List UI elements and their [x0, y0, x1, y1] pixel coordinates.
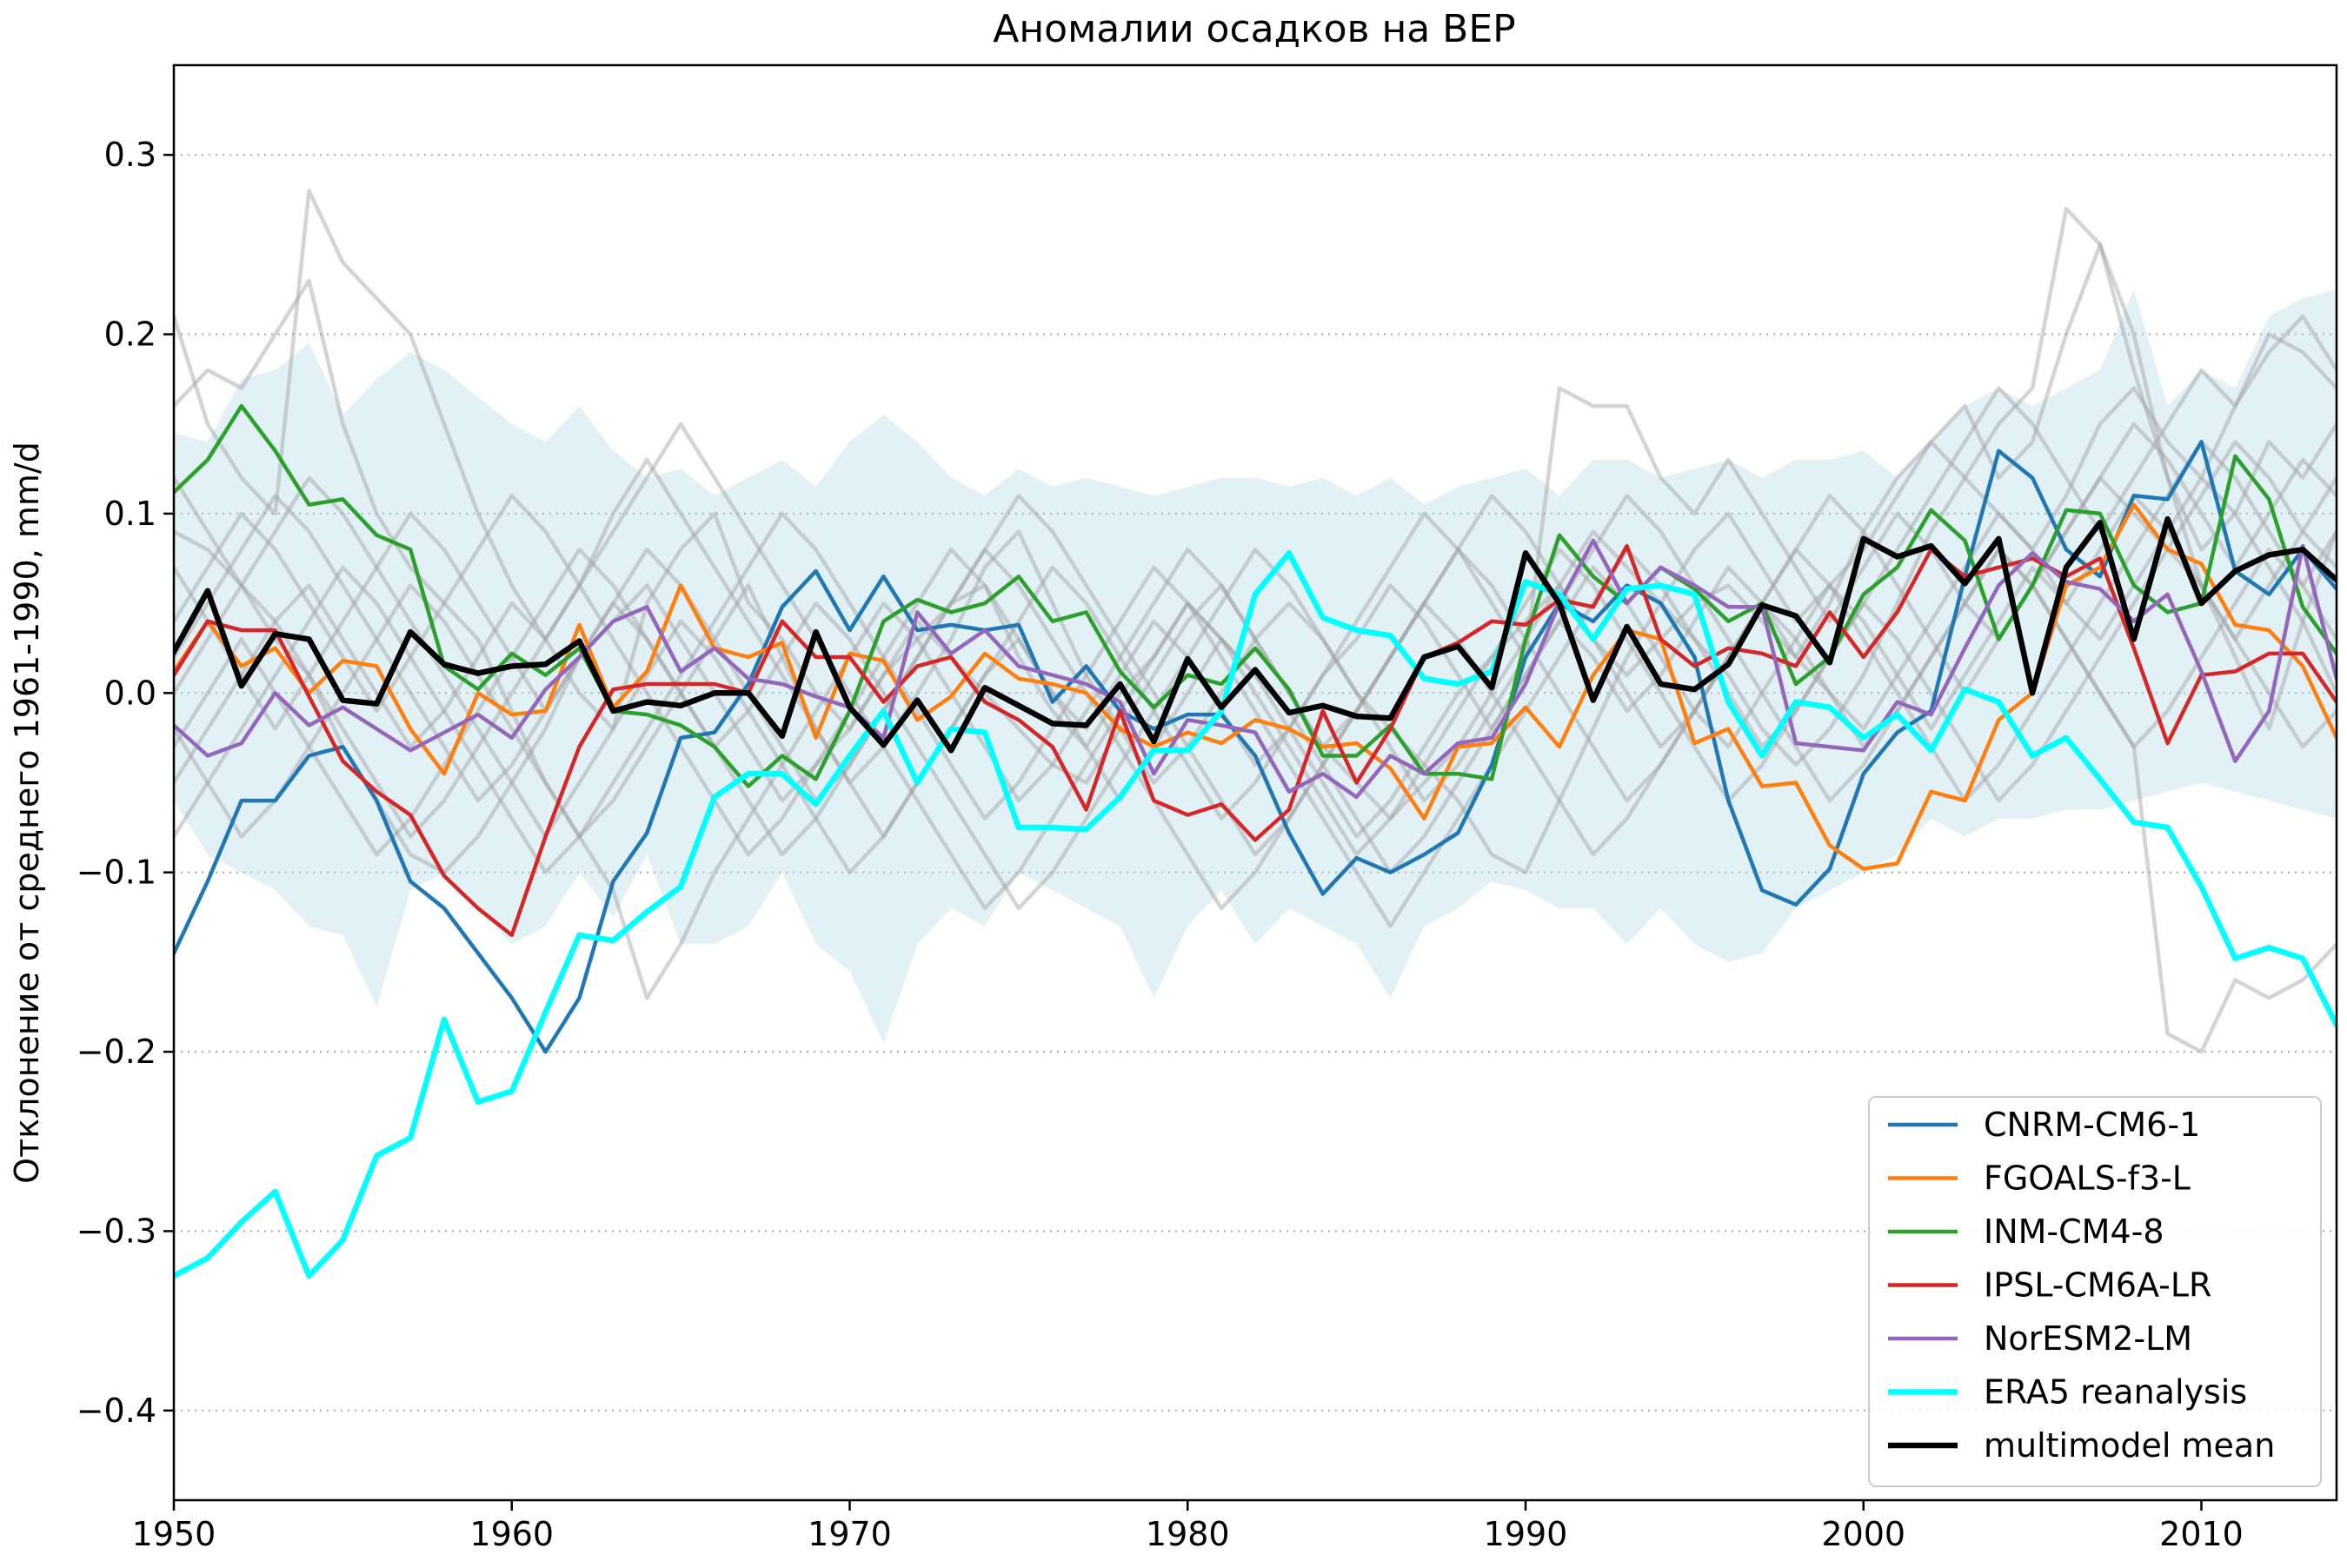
- series-line: [174, 538, 2337, 800]
- series-line: [174, 515, 2337, 754]
- x-tick-label: 1970: [808, 1515, 892, 1553]
- y-tick-label: −0.3: [76, 1212, 156, 1250]
- spread-band: [174, 289, 2337, 1043]
- ensemble-member-line: [174, 511, 2337, 928]
- legend: CNRM-CM6-1 FGOALS-f3-L INM-CM4-8 IPSL-CM6A-…: [1868, 1096, 2322, 1487]
- x-tick-label: 1990: [1484, 1515, 1568, 1553]
- x-tick-label: 2000: [1821, 1515, 1905, 1553]
- y-axis-label: Отклонение от среднего 1961-1990, mm/d: [8, 442, 46, 1184]
- legend-label: CNRM-CM6-1: [1984, 1106, 2200, 1144]
- plot-frame: [172, 63, 2338, 1502]
- ensemble-member-line: [174, 332, 2337, 911]
- legend-label: ERA5 reanalysis: [1984, 1373, 2247, 1412]
- series-line: [174, 550, 2337, 1279]
- legend-label: multimodel mean: [1984, 1426, 2275, 1465]
- legend-label: INM-CM4-8: [1984, 1213, 2164, 1251]
- ensemble-member-line: [174, 386, 2337, 874]
- x-tick-label: 2010: [2159, 1515, 2244, 1553]
- y-tick-label: −0.4: [76, 1392, 156, 1430]
- legend-label: FGOALS-f3-L: [1984, 1159, 2191, 1198]
- ensemble-member-line: [174, 494, 2337, 911]
- ensemble-member-line: [174, 494, 2337, 857]
- ensemble-member-line: [174, 189, 2337, 839]
- ensemble-member-line: [174, 206, 2337, 874]
- x-tick-label: 1980: [1146, 1515, 1230, 1553]
- series-line: [174, 543, 2337, 938]
- ensemble-member-line: [174, 422, 2337, 857]
- x-tick-label: 1950: [132, 1515, 216, 1553]
- y-tick-label: 0.0: [104, 674, 156, 712]
- plot-area: 0.3 0.2 0.1 0.0 −0.1 −0.2 −0.3 −0.4 1950 1960 1970…: [76, 63, 2338, 1553]
- y-tick-label: 0.1: [104, 495, 156, 533]
- legend-label: NorESM2-LM: [1984, 1319, 2192, 1358]
- y-tick-label: −0.1: [76, 854, 156, 892]
- x-tick-label: 1960: [469, 1515, 554, 1553]
- legend-label: IPSL-CM6A-LR: [1984, 1266, 2211, 1305]
- ensemble-member-line: [174, 457, 2337, 874]
- ensemble-member-line: [174, 547, 2337, 1054]
- y-tick-label: 0.3: [104, 136, 156, 174]
- y-tick-label: 0.2: [104, 316, 156, 354]
- chart-title: Аномалии осадков на ВЕР: [993, 7, 1515, 51]
- y-tick-label: −0.2: [76, 1033, 156, 1071]
- plot-series-group: [174, 189, 2337, 1279]
- ensemble-member-line: [174, 440, 2337, 911]
- legend-box: [1868, 1096, 2322, 1487]
- series-line: [174, 502, 2337, 871]
- ensemble-member-line: [174, 314, 2337, 874]
